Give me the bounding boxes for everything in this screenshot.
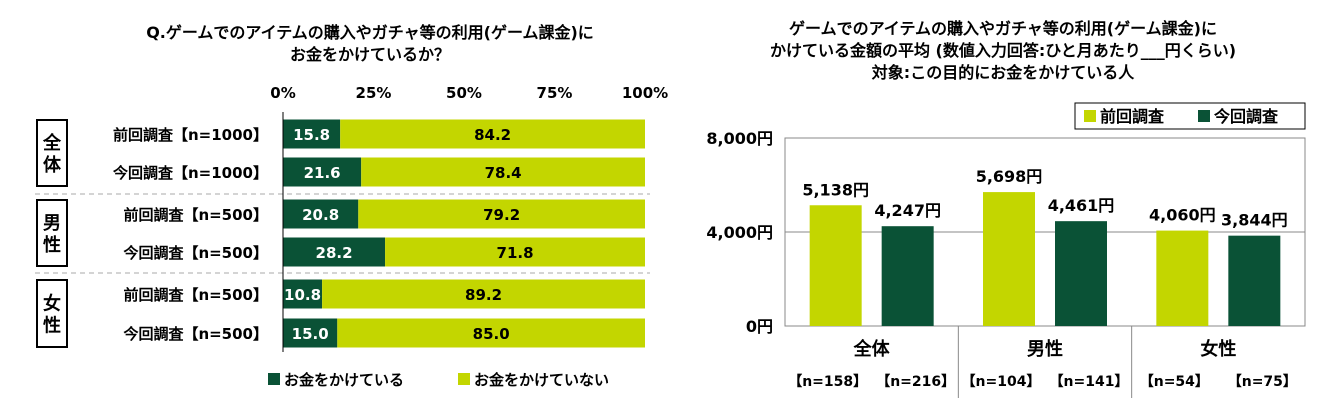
legend-label: お金をかけている bbox=[284, 371, 404, 389]
bar-current bbox=[1228, 235, 1281, 326]
bar-value-label: 5,138円 bbox=[802, 180, 869, 199]
bar-segment-spend bbox=[283, 199, 359, 229]
bar-segment-spend bbox=[283, 318, 338, 348]
bar-previous bbox=[1156, 230, 1209, 326]
x-tick-label: 0% bbox=[270, 84, 295, 102]
x-tick-label: 100% bbox=[622, 84, 668, 102]
sample-size-label: 【n=141】 bbox=[1050, 374, 1129, 390]
x-tick-label: 50% bbox=[446, 84, 482, 102]
group-label: 男 bbox=[43, 213, 61, 234]
legend-label: 前回調査 bbox=[1100, 107, 1164, 126]
sample-size-label: 【n=54】 bbox=[1140, 374, 1209, 390]
bar-current bbox=[881, 226, 934, 326]
bar-value-label: 71.8 bbox=[497, 244, 534, 262]
y-tick-label: 4,000円 bbox=[706, 223, 773, 242]
legend-label: お金をかけていない bbox=[474, 371, 609, 389]
row-label: 今回調査【n=500】 bbox=[122, 244, 268, 262]
bar-segment-spend bbox=[283, 237, 386, 267]
group-label: 全 bbox=[42, 132, 62, 154]
row-label: 前回調査【n=1000】 bbox=[113, 126, 268, 144]
bar-value-label: 15.8 bbox=[293, 126, 330, 144]
category-label: 女性 bbox=[1200, 338, 1236, 360]
bar-segment-nospend bbox=[322, 279, 645, 309]
sample-size-label: 【n=104】 bbox=[962, 374, 1041, 390]
y-tick-label: 8,000円 bbox=[706, 129, 773, 148]
legend-box bbox=[1074, 102, 1306, 130]
bar-value-label: 15.0 bbox=[292, 325, 329, 343]
bar-value-label: 4,461円 bbox=[1048, 196, 1115, 215]
left-chart-title: Q.ゲームでのアイテムの購入やガチャ等の利用(ゲーム課金)に お金をかけているか… bbox=[0, 22, 740, 66]
right-title-line-3: 対象:この目的にお金をかけている人 bbox=[871, 63, 1135, 82]
bar-value-label: 79.2 bbox=[483, 206, 520, 224]
bar-segment-spend bbox=[283, 279, 323, 309]
group-label: 性 bbox=[43, 315, 61, 337]
row-label: 前回調査【n=500】 bbox=[123, 206, 268, 224]
bar-segment-nospend bbox=[385, 237, 645, 267]
legend-swatch bbox=[268, 373, 280, 385]
x-tick-label: 25% bbox=[356, 84, 392, 102]
bar-value-label: 89.2 bbox=[465, 286, 502, 304]
left-title-line-2: お金をかけているか？ bbox=[289, 45, 450, 64]
bar-segment-nospend bbox=[337, 318, 645, 348]
sample-size-label: 【n=158】 bbox=[788, 374, 867, 390]
legend-label: 今回調査 bbox=[1213, 107, 1278, 126]
y-tick-label: 0円 bbox=[746, 317, 773, 336]
bar-value-label: 4,060円 bbox=[1149, 206, 1216, 225]
row-label: 前回調査【n=500】 bbox=[123, 286, 268, 304]
group-label: 女 bbox=[43, 293, 61, 315]
row-label: 今回調査【n=1000】 bbox=[112, 164, 268, 182]
group-label: 体 bbox=[43, 154, 62, 176]
bar-segment-spend bbox=[283, 157, 362, 187]
bar-segment-nospend bbox=[361, 157, 645, 187]
x-tick-label: 75% bbox=[537, 84, 573, 102]
bar-previous bbox=[809, 205, 862, 326]
sample-size-label: 【n=75】 bbox=[1228, 374, 1297, 390]
bar-value-label: 4,247円 bbox=[874, 201, 941, 220]
bar-value-label: 10.8 bbox=[284, 286, 321, 304]
bar-segment-spend bbox=[283, 119, 341, 149]
group-label: 性 bbox=[43, 234, 61, 256]
bar-value-label: 3,844円 bbox=[1221, 211, 1288, 230]
sample-size-label: 【n=216】 bbox=[876, 374, 955, 390]
row-label: 今回調査【n=500】 bbox=[122, 325, 268, 343]
bar-segment-nospend bbox=[340, 119, 645, 149]
left-stacked-bar-chart: 0% 25% 50% 75% 100% 全体 前回調査【n=1000】 15.8 84.2 今回調… bbox=[35, 84, 668, 389]
bar-value-label: 21.6 bbox=[304, 164, 341, 182]
bar-value-label: 5,698円 bbox=[976, 167, 1043, 186]
right-title-line-2: かけている金額の平均 (数値入力回答:ひと月あたり___円くらい) bbox=[769, 41, 1237, 60]
legend-swatch bbox=[1198, 110, 1210, 122]
bar-value-label: 78.4 bbox=[485, 164, 522, 182]
right-chart-title: ゲームでのアイテムの購入やガチャ等の利用(ゲーム課金)に かけている金額の平均 … bbox=[680, 18, 1326, 84]
bar-value-label: 84.2 bbox=[474, 126, 511, 144]
category-label: 男性 bbox=[1027, 338, 1063, 360]
group-label-box bbox=[36, 279, 68, 348]
right-title-line-1: ゲームでのアイテムの購入やガチャ等の利用(ゲーム課金)に bbox=[789, 19, 1217, 38]
bar-current bbox=[1055, 221, 1107, 326]
bar-segment-nospend bbox=[358, 199, 645, 229]
bar-previous bbox=[983, 192, 1035, 326]
legend-swatch bbox=[1084, 110, 1096, 122]
group-label-box bbox=[36, 199, 68, 267]
left-title-line-1: Q.ゲームでのアイテムの購入やガチャ等の利用(ゲーム課金)に bbox=[146, 23, 594, 42]
bar-value-label: 85.0 bbox=[473, 325, 510, 343]
category-label: 全体 bbox=[853, 338, 891, 360]
bar-value-label: 28.2 bbox=[316, 244, 353, 262]
group-label-box bbox=[36, 119, 68, 187]
bar-value-label: 20.8 bbox=[302, 206, 339, 224]
legend-swatch bbox=[458, 373, 470, 385]
